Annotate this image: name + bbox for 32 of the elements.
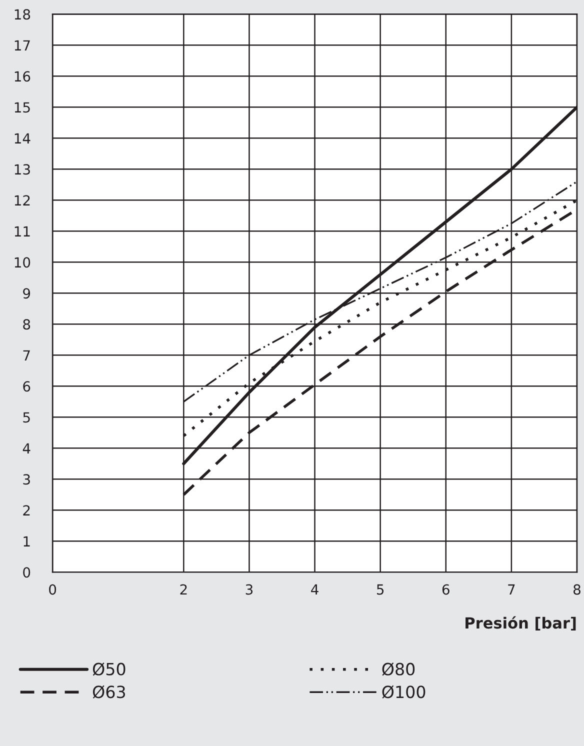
x-tick-label: 0 bbox=[49, 584, 56, 595]
x-tick-label: 8 bbox=[574, 584, 580, 595]
x-tick-label: 4 bbox=[311, 584, 318, 595]
y-tick-label: 17 bbox=[14, 40, 30, 50]
x-tick-label: 2 bbox=[180, 584, 187, 595]
x-tick-label: 6 bbox=[442, 584, 450, 595]
x-axis-title: Presión [bar] bbox=[466, 616, 576, 630]
y-tick-label: 6 bbox=[23, 381, 30, 392]
y-tick-label: 0 bbox=[23, 567, 30, 578]
y-tick-label: 12 bbox=[14, 195, 30, 206]
y-tick-label: 5 bbox=[23, 412, 30, 423]
y-tick-label: 10 bbox=[14, 257, 30, 268]
x-tick-label: 7 bbox=[508, 584, 515, 595]
legend-label: Ø100 bbox=[382, 685, 426, 699]
y-tick-label: 3 bbox=[23, 474, 30, 485]
y-tick-label: 16 bbox=[14, 71, 30, 82]
y-tick-label: 7 bbox=[23, 350, 30, 360]
y-tick-label: 11 bbox=[14, 226, 30, 236]
y-tick-label: 2 bbox=[23, 505, 30, 516]
y-tick-label: 18 bbox=[14, 9, 30, 20]
legend-label: Ø63 bbox=[92, 685, 126, 699]
y-tick-label: 14 bbox=[14, 133, 30, 144]
x-tick-label: 3 bbox=[246, 584, 253, 595]
legend-label: Ø80 bbox=[382, 662, 415, 676]
y-tick-label: 15 bbox=[14, 102, 30, 113]
y-tick-label: 8 bbox=[23, 319, 30, 330]
y-tick-label: 9 bbox=[23, 288, 30, 299]
legend-label: Ø50 bbox=[92, 662, 126, 676]
x-tick-label: 5 bbox=[376, 584, 384, 595]
y-tick-label: 4 bbox=[22, 443, 30, 454]
y-tick-label: 1 bbox=[24, 536, 30, 546]
y-tick-label: 13 bbox=[14, 164, 30, 175]
